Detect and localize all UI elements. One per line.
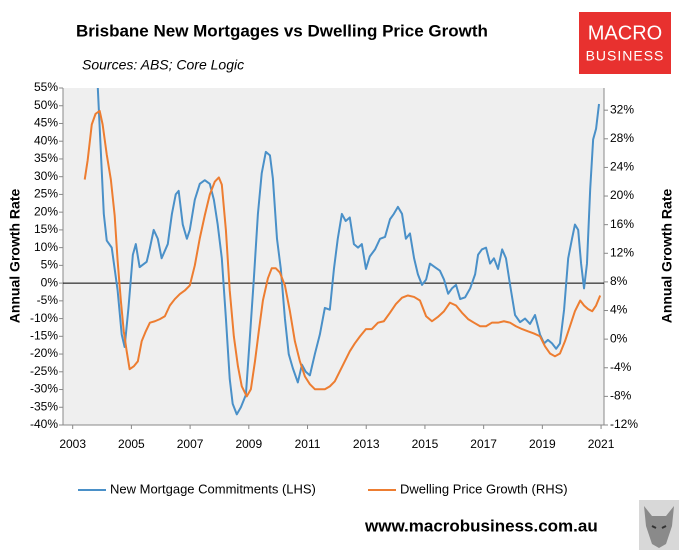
axes: -40% -35% -30% -25% -20% -15% -10% -5% 0% 5% 10% 15… xyxy=(30,80,638,451)
icon-shape xyxy=(644,506,674,548)
y-tick-label: -20% xyxy=(30,346,58,360)
y-tick-label: -5% xyxy=(37,293,59,307)
series-line xyxy=(96,88,601,416)
y2-tick-label: -12% xyxy=(610,417,638,431)
logo-text: BUSINESS xyxy=(586,48,665,64)
legend: New Mortgage Commitments (LHS) Dwelling P… xyxy=(78,481,568,496)
y-axis-label: Annual Growth Rate xyxy=(7,189,23,324)
y2-tick-label: 28% xyxy=(610,131,634,145)
y-tick-label: 0% xyxy=(41,275,59,289)
icon-detail xyxy=(651,525,667,529)
y-tick-label: 50% xyxy=(34,98,58,112)
x-tick-label: 2017 xyxy=(470,437,497,451)
logo-text: MACRO xyxy=(588,22,662,44)
y2-tick-label: 32% xyxy=(610,102,634,116)
logo: MACRO BUSINESS xyxy=(579,12,671,74)
logo-box xyxy=(579,12,671,74)
y-tick-label: 40% xyxy=(34,133,58,147)
x-tick-label: 2013 xyxy=(353,437,380,451)
website: www.macrobusiness.com.au xyxy=(364,516,598,535)
y2-axis-label: Annual Growth Rate xyxy=(659,189,675,324)
y2-tick-label: 0% xyxy=(610,331,628,345)
y-tick-label: -40% xyxy=(30,417,58,431)
y-tick-label: -15% xyxy=(30,328,58,342)
y2-tick-label: -4% xyxy=(610,360,632,374)
y-tick-label: -30% xyxy=(30,382,58,396)
x-tick-label: 2015 xyxy=(412,437,439,451)
y-tick-label: 25% xyxy=(34,187,58,201)
x-tick-label: 2009 xyxy=(235,437,262,451)
y2-tick-label: -8% xyxy=(610,389,632,403)
plot-area xyxy=(63,88,604,425)
y-tick-label: 15% xyxy=(34,222,58,236)
chart-subtitle: Sources: ABS; Core Logic xyxy=(82,57,244,73)
legend-label: Dwelling Price Growth (RHS) xyxy=(400,481,568,496)
y-tick-label: -35% xyxy=(30,399,58,413)
y-tick-label: 5% xyxy=(41,258,59,272)
x-tick-label: 2019 xyxy=(529,437,556,451)
x-tick-label: 2005 xyxy=(118,437,145,451)
chart-title: Brisbane New Mortgages vs Dwelling Price… xyxy=(76,21,488,40)
y2-tick-label: 4% xyxy=(610,303,628,317)
series-lines xyxy=(83,88,602,416)
y2-tick-label: 24% xyxy=(610,160,634,174)
y-tick-label: 55% xyxy=(34,80,58,94)
y2-tick-label: 8% xyxy=(610,274,628,288)
y-tick-label: 20% xyxy=(34,204,58,218)
y-tick-label: 35% xyxy=(34,151,58,165)
legend-label: New Mortgage Commitments (LHS) xyxy=(110,481,316,496)
wolf-icon xyxy=(639,500,679,550)
y2-tick-label: 12% xyxy=(610,245,634,259)
y-tick-label: -10% xyxy=(30,311,58,325)
series-line xyxy=(83,109,602,398)
x-tick-label: 2007 xyxy=(177,437,204,451)
x-tick-label: 2003 xyxy=(59,437,86,451)
y-tick-label: 30% xyxy=(34,169,58,183)
x-tick-label: 2021 xyxy=(588,437,615,451)
y2-tick-label: 16% xyxy=(610,217,634,231)
y-tick-label: 45% xyxy=(34,116,58,130)
y2-tick-label: 20% xyxy=(610,188,634,202)
y-tick-label: 10% xyxy=(34,240,58,254)
x-tick-label: 2011 xyxy=(295,437,321,451)
y-tick-label: -25% xyxy=(30,364,58,378)
